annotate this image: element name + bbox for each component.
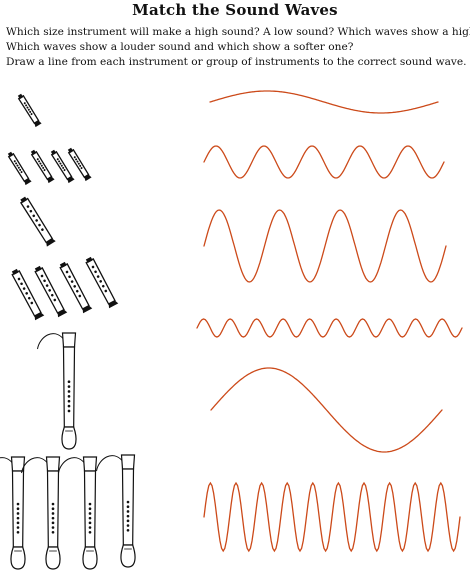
instructions: Which size instrument will make a high s… [6,25,470,70]
recorder-icon [67,147,92,182]
recorder-icon [58,456,98,570]
recorder-icon [34,265,68,318]
recorder-icon [0,456,26,570]
recorder-icon [85,256,119,309]
worksheet-title: Match the Sound Waves [132,1,338,19]
instruction-line: Which waves show a louder sound and whic… [6,41,354,53]
sound-wave [196,318,463,338]
sound-wave [203,209,447,283]
instruction-line: Which size instrument will make a high s… [6,26,470,38]
sound-wave [203,145,445,179]
recorder-icon [59,261,93,314]
recorder-icon [30,149,55,184]
recorder-icon [11,268,45,321]
sound-wave [203,481,461,553]
recorder-icon [37,332,77,450]
recorder-icon [50,149,75,184]
instrument-column [0,93,136,570]
recorder-icon [19,196,56,247]
recorder-icon [17,93,42,128]
recorder-icon [21,456,61,570]
instruction-line: Draw a line from each instrument or grou… [6,56,467,68]
sound-wave [210,367,443,453]
recorder-icon [7,151,32,186]
recorder-icon [96,454,136,568]
sound-wave [209,90,439,114]
sound-wave-column [196,90,463,553]
